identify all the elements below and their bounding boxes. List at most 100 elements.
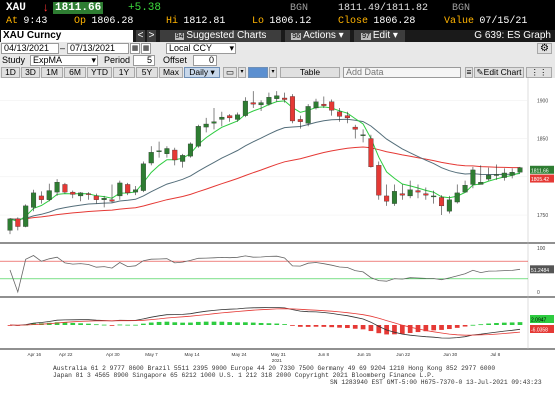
high-field: Hi 1812.81	[166, 16, 226, 27]
macd-histogram-bar	[266, 323, 272, 325]
frequency-select[interactable]: Daily ▾	[184, 67, 220, 78]
macd-histogram-bar	[447, 325, 452, 330]
range-6m-button[interactable]: 6M	[64, 67, 86, 78]
chevron-down-icon[interactable]: ▾	[238, 67, 246, 78]
rsi-tick-label: 0	[537, 290, 540, 296]
macd-histogram-bar	[282, 324, 287, 325]
table-button[interactable]: Table	[280, 67, 340, 78]
rsi-value-tag: 51.2484	[531, 268, 549, 274]
macd-histogram-bar	[431, 325, 437, 331]
candle-up	[313, 101, 319, 109]
candle-up	[431, 195, 437, 198]
prev-button[interactable]: <	[136, 30, 146, 42]
candle-up	[486, 175, 492, 180]
macd-histogram-bar	[243, 322, 248, 325]
candle-down	[109, 199, 115, 202]
candle-down	[282, 97, 288, 100]
macd-histogram-bar	[392, 325, 397, 335]
currency-select[interactable]: Local CCY ▾	[166, 43, 236, 54]
candle-up	[101, 198, 107, 200]
macd-histogram-bar	[164, 321, 170, 325]
range-3d-button[interactable]: 3D	[21, 67, 40, 78]
macd-histogram-bar	[517, 322, 523, 325]
study-select[interactable]: ExpMA ▾	[30, 55, 98, 66]
currency-value: Local CCY	[169, 43, 213, 53]
ticker-input[interactable]: XAU Curncy	[1, 30, 133, 42]
candle-down	[172, 149, 178, 161]
candle-up	[274, 95, 280, 99]
more-options-button[interactable]: ⋮⋮	[526, 67, 552, 78]
rsi-value-tag-bg	[530, 265, 554, 274]
candle-down	[38, 195, 44, 200]
offset-label: Offset	[163, 55, 187, 65]
price-tick-label: 1850	[537, 137, 548, 143]
macd-histogram-bar	[337, 325, 342, 328]
x-tick-label: Apr 16	[28, 352, 42, 357]
rsi-tick-label: 100	[537, 246, 546, 252]
offset-input[interactable]: 0	[193, 55, 217, 66]
chart-type-icon[interactable]: ▭	[223, 67, 237, 78]
price-source: BGN	[290, 3, 309, 14]
down-arrow-icon: ↓	[42, 1, 50, 15]
suggested-label: Suggested Charts	[186, 30, 267, 41]
macd-histogram-bar	[462, 325, 468, 327]
x-tick-label: Jun 15	[357, 352, 371, 357]
annotation-icon[interactable]: ≡	[465, 67, 473, 78]
edit-button[interactable]: 97 Edit ▾	[354, 30, 406, 42]
candle-up	[478, 182, 484, 185]
candle-up	[117, 182, 123, 197]
candle-down	[399, 193, 405, 196]
macd-histogram-bar	[454, 325, 460, 328]
value-date-field: Value 07/15/21	[444, 16, 528, 27]
range-max-button[interactable]: Max	[159, 67, 183, 78]
security-ticker: XAU	[6, 2, 26, 14]
candle-down	[62, 184, 68, 193]
candle-up	[501, 172, 507, 178]
range-1m-button[interactable]: 1M	[41, 67, 63, 78]
macd-histogram-bar	[180, 322, 185, 325]
candle-up	[7, 218, 13, 231]
candle-up	[454, 192, 460, 203]
suggested-charts-button[interactable]: 94 Suggested Charts	[160, 30, 282, 42]
actions-num: 96	[291, 33, 302, 40]
macd-histogram-bar	[141, 323, 146, 325]
end-date-input[interactable]: 07/13/2021	[67, 43, 129, 54]
actions-label: Actions	[303, 30, 336, 41]
start-date-input[interactable]: 04/13/2021	[1, 43, 59, 54]
settings-icon[interactable]: ⚙	[537, 43, 552, 54]
macd-histogram-bar	[376, 325, 382, 334]
low-field: Lo 1806.12	[252, 16, 312, 27]
candle-up	[219, 116, 225, 120]
study-label: Study	[2, 55, 26, 65]
price-tick-label: 1900	[537, 98, 548, 104]
candle-up	[148, 152, 154, 164]
candle-up	[195, 126, 201, 147]
range-ytd-button[interactable]: YTD	[87, 67, 112, 78]
edit-chart-button[interactable]: ✎Edit Chart	[474, 67, 524, 78]
chart-style-button[interactable]	[248, 67, 268, 78]
range-1y-button[interactable]: 1Y	[113, 67, 135, 78]
x-tick-label: May 14	[184, 352, 200, 357]
candle-up	[470, 169, 476, 185]
range-5y-button[interactable]: 5Y	[136, 67, 158, 78]
candle-down	[85, 193, 91, 195]
calendar-end-icon[interactable]: ▦	[141, 43, 151, 54]
macd-histogram-bar	[54, 322, 60, 325]
year-label: 2021	[272, 358, 283, 363]
macd-histogram-bar	[133, 324, 138, 326]
macd-histogram-bar	[470, 324, 476, 326]
range-1d-button[interactable]: 1D	[1, 67, 20, 78]
candle-up	[78, 192, 84, 197]
macd-histogram-bar	[93, 324, 99, 326]
next-button[interactable]: >	[147, 30, 157, 42]
candle-up	[46, 190, 52, 200]
calendar-icon[interactable]: ▦	[130, 43, 140, 54]
candle-up	[391, 191, 397, 204]
chevron-down-icon[interactable]: ▾	[269, 67, 277, 78]
range-toolbar: 1D 3D 1M 6M YTD 1Y 5Y Max Daily ▾ ▭ ▾ ▾ …	[0, 67, 555, 79]
actions-button[interactable]: 96 Actions ▾	[285, 30, 351, 42]
ema-short-line	[9, 100, 521, 222]
period-input[interactable]: 5	[133, 55, 155, 66]
macd-histogram-bar	[227, 322, 233, 325]
add-data-input[interactable]: Add Data	[343, 67, 461, 78]
